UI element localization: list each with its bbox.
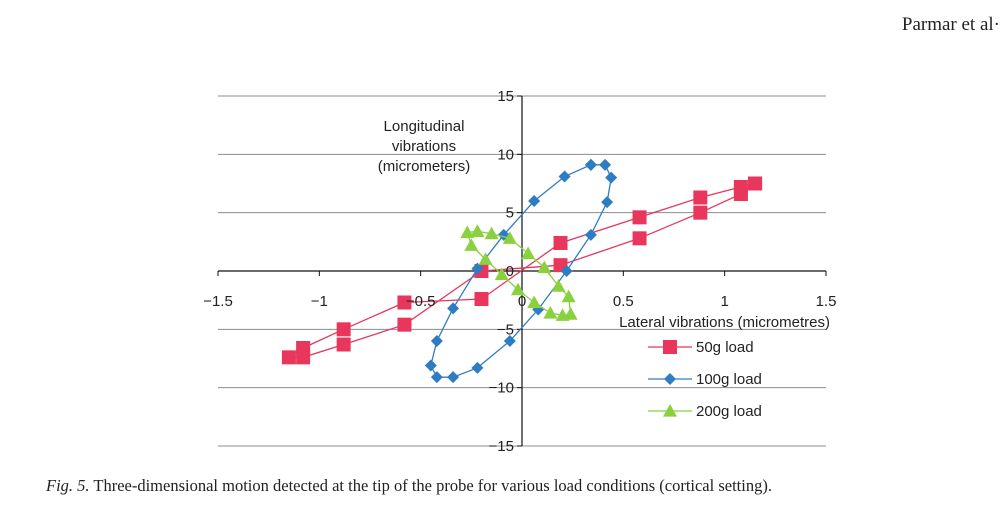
series-diamond xyxy=(424,158,618,384)
data-point xyxy=(632,231,647,246)
x-tick-label: −1 xyxy=(311,293,328,310)
x-tick-label: 1 xyxy=(720,293,728,310)
data-point xyxy=(521,246,536,260)
data-point xyxy=(601,196,614,209)
data-point xyxy=(563,307,578,320)
data-point xyxy=(605,171,618,184)
data-point xyxy=(632,210,647,225)
x-tick-label: 0.5 xyxy=(613,293,634,310)
x-tick-label: 1.5 xyxy=(816,293,837,310)
data-point xyxy=(430,371,443,384)
data-point xyxy=(584,228,597,241)
data-point xyxy=(599,158,612,171)
data-point xyxy=(502,231,517,244)
data-point xyxy=(397,317,412,332)
series-layer xyxy=(281,158,763,384)
caption-label: Fig. 5. xyxy=(46,476,90,495)
y-axis-title-line-3: (micrometers) xyxy=(378,158,471,175)
y-axis-title: Longitudinal vibrations (micrometers) xyxy=(378,118,471,175)
data-point xyxy=(430,335,443,347)
data-point xyxy=(561,289,576,303)
y-tick-label: −10 xyxy=(489,380,514,397)
data-point xyxy=(296,350,311,365)
data-point xyxy=(543,306,558,319)
data-point xyxy=(460,225,475,239)
data-point xyxy=(527,295,542,309)
y-axis-title-line-1: Longitudinal xyxy=(384,118,465,135)
y-axis-title-line-2: vibrations xyxy=(392,138,456,155)
y-tick-label: 5 xyxy=(506,205,514,222)
x-tick-label: 0 xyxy=(518,293,526,310)
data-point xyxy=(537,260,552,274)
legend-label: 200g load xyxy=(696,403,762,420)
legend-marker xyxy=(663,404,677,417)
legend-label: 50g load xyxy=(696,339,754,356)
data-point xyxy=(464,238,479,251)
legend-marker xyxy=(663,340,677,354)
data-point xyxy=(693,190,708,205)
data-point xyxy=(748,176,763,191)
data-point xyxy=(470,224,485,237)
data-point xyxy=(478,252,493,265)
data-point xyxy=(558,170,571,183)
data-point xyxy=(553,236,568,250)
header-author: Parmar et al· xyxy=(901,14,1000,35)
x-axis-title: Lateral vibrations (micrometres) xyxy=(619,314,830,331)
x-tick-label: −1.5 xyxy=(203,293,233,310)
caption-text: Three-dimensional motion detected at the… xyxy=(93,476,772,495)
data-point xyxy=(693,205,708,220)
data-point xyxy=(447,302,460,315)
data-point xyxy=(555,308,570,321)
data-point xyxy=(551,279,566,292)
legend: 50g load 100g load 200g load xyxy=(648,339,762,420)
legend-marker xyxy=(664,373,676,385)
data-point xyxy=(336,337,351,352)
data-point xyxy=(494,267,509,281)
data-point xyxy=(560,265,573,277)
data-point xyxy=(528,195,541,207)
data-point xyxy=(733,187,748,201)
series-triangle xyxy=(460,224,578,321)
figure-caption: Fig. 5. Three-dimensional motion detecte… xyxy=(46,476,772,496)
data-point xyxy=(281,350,296,365)
legend-item: 50g load xyxy=(648,339,754,356)
x-tick-label: −0.5 xyxy=(406,293,436,310)
legend-label: 100g load xyxy=(696,371,762,388)
data-point xyxy=(474,292,489,306)
data-point xyxy=(397,295,412,310)
y-tick-label: −15 xyxy=(489,438,514,455)
legend-item: 100g load xyxy=(648,371,762,388)
y-tick-label: 15 xyxy=(497,88,514,105)
data-point xyxy=(471,262,484,275)
legend-item: 200g load xyxy=(648,403,762,420)
y-tick-label: 10 xyxy=(497,146,514,163)
data-point xyxy=(584,158,597,171)
data-point xyxy=(471,361,484,374)
data-point xyxy=(484,226,499,240)
data-point xyxy=(424,359,437,372)
data-point xyxy=(336,322,351,337)
data-point xyxy=(510,282,525,296)
y-tick-label: 0 xyxy=(506,263,514,280)
y-tick-label: −5 xyxy=(497,321,514,338)
data-point xyxy=(503,335,516,347)
data-point xyxy=(447,371,460,384)
